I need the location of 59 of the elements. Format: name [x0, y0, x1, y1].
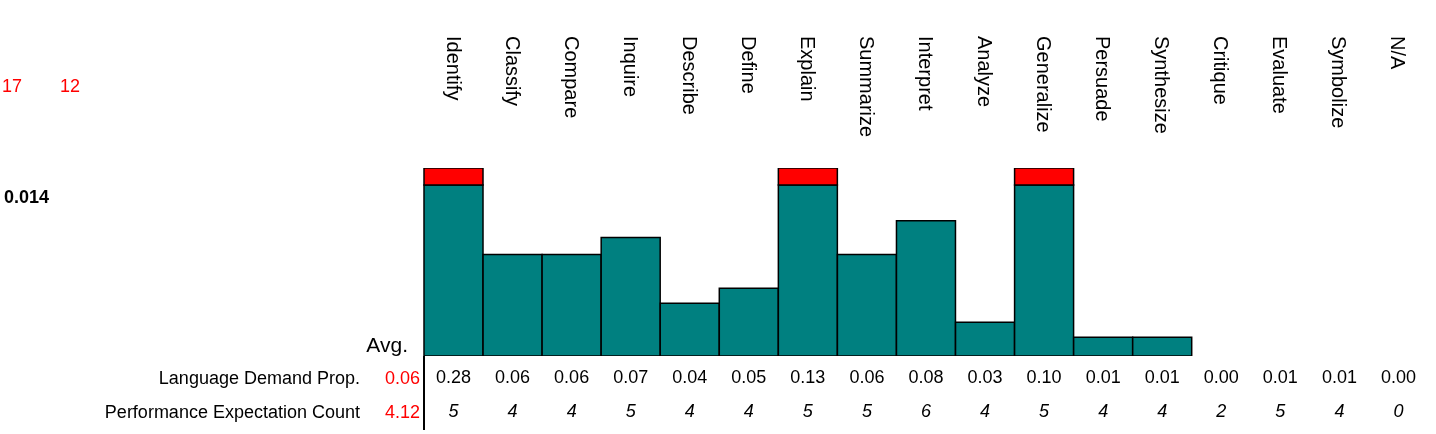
x-tick-label: Summarize — [855, 36, 878, 138]
text: 0.01 — [1084, 367, 1122, 387]
text: 4 — [683, 401, 696, 421]
x-tick-label: Synthesize — [1151, 36, 1174, 134]
text: 5 — [1274, 401, 1287, 421]
text: 0 — [1392, 401, 1405, 421]
text: 0.03 — [966, 367, 1004, 387]
text: 0.08 — [907, 367, 945, 387]
text: 0.01 — [1261, 367, 1299, 387]
text: 0.28 — [435, 367, 473, 387]
text: 12 — [60, 75, 81, 97]
text: 0.07 — [612, 367, 650, 387]
text: 5 — [801, 401, 814, 421]
text: Avg. — [366, 333, 408, 356]
x-tick-label: Identify — [442, 36, 465, 101]
text: Language Demand Prop. — [158, 367, 360, 389]
x-tick-label: Compare — [560, 36, 583, 119]
text: 5 — [624, 401, 637, 421]
text: 17 — [2, 75, 23, 97]
x-tick-label: Classify — [501, 36, 524, 107]
text: 4 — [1097, 401, 1110, 421]
text: 0.06 — [553, 367, 591, 387]
x-tick-label: Critique — [1210, 36, 1233, 105]
x-tick-label: Symbolize — [1328, 36, 1351, 129]
text: 0.13 — [789, 367, 827, 387]
text: 4 — [1333, 401, 1346, 421]
x-tick-label: Generalize — [1033, 36, 1056, 133]
text: 0.01 — [1143, 367, 1181, 387]
text: 0.014 — [4, 186, 50, 208]
text: 4 — [506, 401, 519, 421]
x-tick-label: N/A — [1387, 36, 1410, 70]
text: 2 — [1215, 401, 1228, 421]
text: 0.00 — [1379, 367, 1417, 387]
text: 6 — [920, 401, 932, 421]
text: 0.05 — [730, 367, 768, 387]
text: 5 — [860, 401, 873, 421]
x-tick-label: Define — [737, 36, 760, 94]
text: 0.06 — [494, 367, 532, 387]
x-tick-label: Describe — [678, 36, 701, 115]
x-tick-label: Explain — [796, 36, 819, 102]
x-tick-label: Interpret — [915, 36, 937, 111]
x-tick-label: Persuade — [1092, 36, 1115, 122]
text: 4.12 — [384, 401, 420, 423]
text: 4 — [979, 401, 992, 421]
text: 0.04 — [671, 367, 709, 387]
text: 4 — [565, 401, 578, 421]
x-tick-label: Analyze — [974, 36, 997, 108]
x-tick-label: Evaluate — [1269, 36, 1292, 114]
x-tick-label: Inquire — [619, 36, 642, 98]
text: Performance Expectation Count — [104, 401, 360, 423]
text: 5 — [447, 401, 460, 421]
text: 0.06 — [384, 367, 420, 389]
text: 0.06 — [848, 367, 886, 387]
text: 0.10 — [1025, 367, 1063, 387]
text: 4 — [1156, 401, 1169, 421]
text: 0.01 — [1320, 367, 1358, 387]
text: 0.00 — [1202, 367, 1240, 387]
text: 4 — [742, 401, 755, 421]
text: 5 — [1038, 401, 1051, 421]
